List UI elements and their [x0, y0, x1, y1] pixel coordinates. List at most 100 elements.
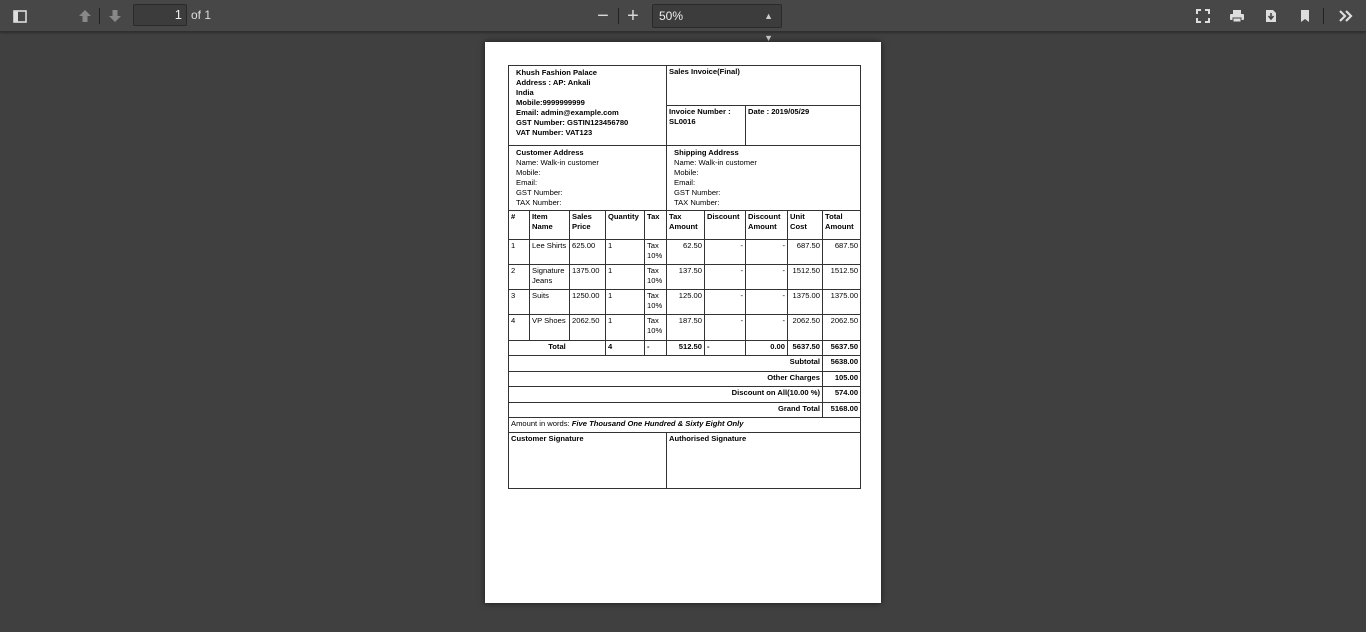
item-cell: - — [704, 314, 746, 341]
zoom-out-button[interactable]: − — [592, 0, 614, 32]
page-count: of 1 — [191, 8, 212, 22]
item-cell: Lee Shirts — [529, 239, 570, 265]
column-header: Tax Amount — [666, 210, 705, 240]
zoom-value: 50% — [659, 9, 684, 23]
item-cell: 1375.00 — [821, 289, 862, 315]
summary-row: Grand Total 5168.00 — [508, 401, 862, 418]
presentation-mode-button[interactable] — [1192, 0, 1214, 32]
download-icon — [1266, 10, 1276, 22]
double-chevron-right-icon — [1339, 10, 1353, 22]
item-cell: - — [704, 264, 746, 290]
shipping-line: Name: Walk-in customer — [674, 158, 757, 167]
amount-words-value: Five Thousand One Hundred & Sixty Eight … — [571, 419, 744, 428]
customer-line: Customer Address — [516, 148, 584, 157]
printer-icon — [1230, 10, 1244, 23]
customer-signature: Customer Signature — [508, 432, 667, 489]
customer-line: GST Number: — [516, 188, 563, 197]
total-tax: - — [644, 340, 667, 356]
zoom-select[interactable]: 50% ▲ ▼ — [652, 4, 782, 43]
item-row: 1 Lee Shirts 625.00 1 Tax 10% 62.50- -687.50 68… — [508, 239, 862, 265]
tools-button[interactable] — [1334, 0, 1358, 32]
plus-icon: + — [627, 4, 639, 27]
total-label: Total — [508, 340, 606, 356]
total-quantity: 4 — [605, 340, 645, 356]
customer-line: Mobile: — [516, 168, 541, 177]
item-cell: 1 — [508, 239, 530, 265]
invoice-number-value: SL0016 — [669, 117, 696, 126]
company-line: Email: admin@example.com — [516, 108, 619, 117]
item-cell: Suits — [529, 289, 570, 315]
item-cell: 687.50 — [787, 239, 823, 265]
column-header: # — [508, 210, 530, 240]
company-line: VAT Number: VAT123 — [516, 128, 593, 137]
total-amount: 5637.50 — [821, 340, 862, 356]
item-cell: 1512.50 — [821, 264, 862, 290]
item-cell: 1 — [605, 314, 645, 341]
shipping-line: Mobile: — [674, 168, 699, 177]
column-header: Discount Amount — [745, 210, 788, 240]
summary-value: 105.00 — [821, 370, 862, 387]
item-cell: - — [704, 289, 746, 315]
item-cell: 125.00 — [666, 289, 705, 315]
item-cell: Tax 10% — [644, 314, 667, 341]
item-cell: 1512.50 — [787, 264, 823, 290]
shipping-address: Shipping Address Name: Walk-in customer Mo… — [665, 145, 862, 211]
column-header: Quantity — [605, 210, 645, 240]
total-tax-amount: 512.50 — [666, 340, 705, 356]
summary-label: Subtotal — [508, 355, 823, 372]
fullscreen-icon — [1196, 9, 1210, 23]
column-header: Item Name — [529, 210, 570, 240]
shipping-line: GST Number: — [674, 188, 721, 197]
invoice-title: Sales Invoice(Final) — [665, 65, 862, 106]
customer-line: Email: — [516, 178, 538, 187]
minus-icon: − — [597, 4, 609, 27]
item-cell: 687.50 — [821, 239, 862, 265]
item-cell: 1375.00 — [569, 264, 606, 290]
item-cell: 1 — [605, 239, 645, 265]
item-cell: - — [745, 264, 788, 290]
arrow-up-icon — [79, 10, 91, 22]
item-cell: 625.00 — [569, 239, 606, 265]
column-header: Unit Cost — [787, 210, 823, 240]
page-number-input[interactable]: 1 — [133, 4, 187, 26]
item-cell: 4 — [508, 314, 530, 341]
column-header: Discount — [704, 210, 746, 240]
invoice-number-label: Invoice Number : — [669, 107, 731, 116]
item-cell: - — [704, 239, 746, 265]
zoom-in-button[interactable]: + — [622, 0, 644, 32]
item-cell: 2062.50 — [787, 314, 823, 341]
previous-page-button[interactable] — [74, 0, 96, 32]
invoice-date: Date : 2019/05/29 — [744, 105, 862, 146]
item-cell: 187.50 — [666, 314, 705, 341]
item-row: 4 VP Shoes 2062.50 1 Tax 10% 187.50- -2062.50 2… — [508, 314, 862, 341]
invoice-table: Khush Fashion Palace Address : AP: Ankali… — [507, 65, 862, 489]
item-cell: Tax 10% — [644, 239, 667, 265]
item-cell: 62.50 — [666, 239, 705, 265]
next-page-button[interactable] — [104, 0, 126, 32]
bookmark-icon — [1301, 10, 1309, 22]
item-cell: Tax 10% — [644, 289, 667, 315]
shipping-line: Email: — [674, 178, 696, 187]
company-line: India — [516, 88, 534, 97]
item-row: 3 Suits 1250.00 1 Tax 10% 125.00- -1375.00 1375… — [508, 289, 862, 315]
amount-words-label: Amount in words: — [511, 419, 572, 428]
customer-line: Name: Walk-in customer — [516, 158, 599, 167]
company-line: Mobile:9999999999 — [516, 98, 585, 107]
pdf-toolbar: 1 of 1 − + 50% ▲ ▼ — [0, 0, 1366, 43]
shipping-line: Shipping Address — [674, 148, 739, 157]
column-header: Tax — [644, 210, 667, 240]
print-button[interactable] — [1226, 0, 1248, 32]
customer-line: TAX Number: — [516, 198, 562, 207]
item-cell: 137.50 — [666, 264, 705, 290]
select-caret-icon: ▲ ▼ — [764, 11, 773, 43]
item-cell: 1 — [605, 289, 645, 315]
total-discount: - — [704, 340, 746, 356]
item-cell: - — [745, 239, 788, 265]
bookmark-button[interactable] — [1294, 0, 1316, 32]
sidebar-toggle-button[interactable] — [8, 0, 32, 32]
item-cell: VP Shoes — [529, 314, 570, 341]
download-button[interactable] — [1260, 0, 1282, 32]
item-cell: 1 — [605, 264, 645, 290]
summary-row: Other Charges 105.00 — [508, 370, 862, 387]
summary-label: Grand Total — [508, 401, 823, 418]
